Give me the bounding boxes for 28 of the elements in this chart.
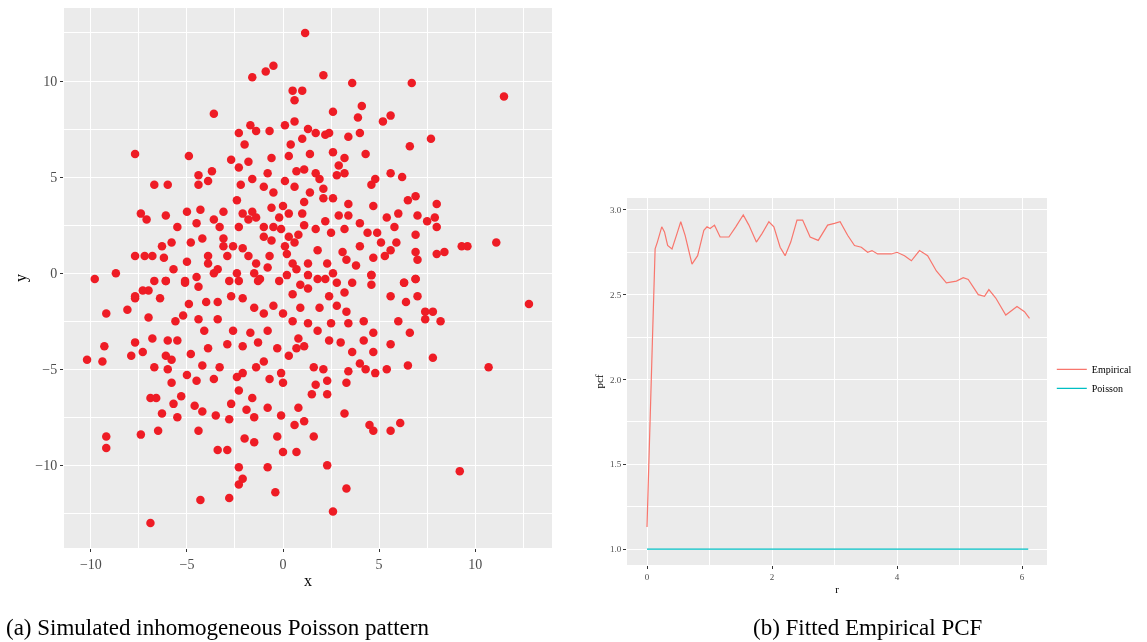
x-axis-title: x xyxy=(304,572,312,590)
x-tick-label: 6 xyxy=(1019,571,1025,582)
x-tick-label: 0 xyxy=(279,556,287,572)
y-tick-label: 2.5 xyxy=(609,289,622,300)
y-axis-title: pcf xyxy=(592,374,605,389)
y-tick-label: 2.0 xyxy=(609,374,622,385)
y-tick-label: 10 xyxy=(43,73,58,89)
y-axis-title: y xyxy=(12,274,31,282)
line-series xyxy=(646,214,1031,528)
x-tick-label: 0 xyxy=(644,571,650,582)
x-tick-label: 5 xyxy=(375,556,383,572)
y-tick-label: −5 xyxy=(42,362,58,378)
y-tick-label: 0 xyxy=(50,266,58,282)
x-tick-label: 4 xyxy=(894,571,900,582)
x-axis-title: r xyxy=(835,583,840,595)
y-tick-label: 5 xyxy=(50,170,58,186)
y-tick-label: −10 xyxy=(35,458,58,474)
text: (a) Simulated inhomogeneous Poisson pattern xyxy=(6,615,430,640)
x-tick-label: −10 xyxy=(79,556,102,572)
legend-label: Empirical xyxy=(1091,364,1132,376)
y-tick-label: 1.5 xyxy=(609,459,622,470)
legend-label: Poisson xyxy=(1091,383,1123,395)
x-tick-label: 10 xyxy=(468,556,483,572)
y-tick-label: 3.0 xyxy=(609,205,622,216)
text: (b) Fitted Empirical PCF xyxy=(753,615,983,640)
x-tick-label: −5 xyxy=(179,556,195,572)
y-tick-label: 1.0 xyxy=(609,544,622,555)
x-tick-label: 2 xyxy=(769,571,775,582)
